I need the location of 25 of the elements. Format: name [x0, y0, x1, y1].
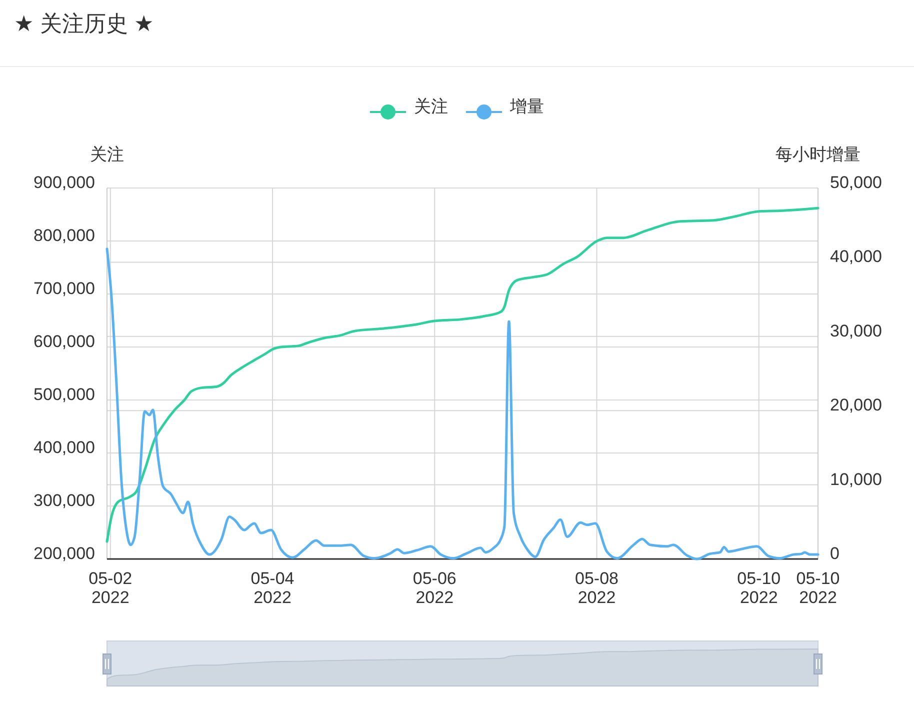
- x-tick-label: 05-10 2022: [737, 569, 781, 607]
- x-tick-label: 05-06 2022: [412, 569, 456, 607]
- y-axis-title: 关注: [90, 145, 124, 164]
- x-tick-label: 05-10 2022: [796, 569, 840, 607]
- y-tick-label: 800,000: [34, 226, 95, 245]
- y2-tick-label: 20,000: [830, 396, 882, 415]
- y2-axis-title: 每小时增量: [776, 145, 860, 164]
- y2-tick-label: 50,000: [830, 173, 882, 192]
- legend-label: 关注: [414, 97, 448, 116]
- y-tick-label: 200,000: [34, 544, 95, 563]
- y2-tick-label: 0: [830, 544, 840, 563]
- y2-tick-label: 10,000: [830, 470, 882, 489]
- legend-label: 增量: [509, 97, 544, 116]
- y2-tick-label: 40,000: [830, 247, 882, 266]
- x-tick-label: 05-08 2022: [575, 569, 619, 607]
- y-tick-label: 400,000: [34, 438, 95, 457]
- y-tick-label: 500,000: [34, 385, 95, 404]
- y-tick-label: 900,000: [34, 173, 95, 192]
- y2-tick-label: 30,000: [830, 321, 882, 340]
- y-tick-label: 600,000: [34, 332, 95, 351]
- chart-title: ★ 关注历史 ★: [14, 11, 154, 36]
- x-tick-label: 05-04 2022: [250, 569, 294, 607]
- x-tick-label: 05-02 2022: [88, 569, 132, 607]
- y-tick-label: 700,000: [34, 279, 95, 298]
- y-tick-label: 300,000: [34, 491, 95, 510]
